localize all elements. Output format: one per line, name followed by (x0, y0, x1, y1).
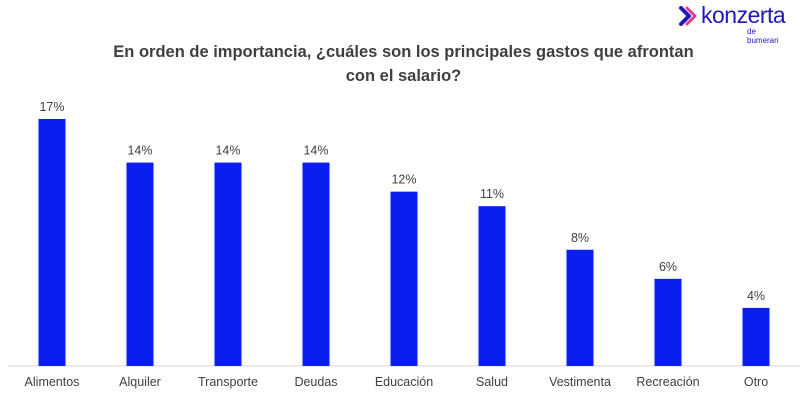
x-tick-label-3: Deudas (294, 375, 337, 389)
x-tick-label-1: Alquiler (119, 375, 161, 389)
data-label-1: 14% (127, 144, 152, 158)
bar-3 (302, 162, 330, 366)
data-label-3: 14% (303, 144, 328, 158)
bar-1 (126, 162, 154, 366)
bar-8 (742, 307, 770, 366)
bar-4 (390, 191, 418, 366)
x-tick-label-2: Transporte (198, 375, 258, 389)
x-tick-label-5: Salud (476, 375, 508, 389)
data-label-4: 12% (391, 173, 416, 187)
chart-title-line-2: con el salario? (345, 67, 462, 85)
chart-title-line-1: En orden de importancia, ¿cuáles son los… (113, 43, 694, 61)
bar-6 (566, 249, 594, 366)
logo-wordmark: konzerta (701, 2, 786, 28)
data-label-0: 17% (39, 100, 64, 114)
x-tick-label-8: Otro (744, 375, 768, 389)
x-tick-label-7: Recreación (636, 375, 699, 389)
x-tick-label-4: Educación (375, 375, 433, 389)
logo-mark-icon (679, 6, 697, 26)
data-label-2: 14% (215, 144, 240, 158)
data-label-7: 6% (659, 260, 677, 274)
chart-title: En orden de importancia, ¿cuáles son los… (0, 40, 807, 88)
x-tick-label-6: Vestimenta (549, 375, 611, 389)
data-label-8: 4% (747, 289, 765, 303)
konzerta-logo: konzerta de bumeran (677, 2, 787, 45)
bar-5 (478, 206, 506, 366)
logo-subtitle: de bumeran (747, 27, 779, 45)
bar-7 (654, 278, 682, 366)
bar-0 (38, 119, 66, 366)
x-tick-label-0: Alimentos (25, 375, 80, 389)
data-label-6: 8% (571, 231, 589, 245)
data-label-5: 11% (480, 187, 504, 201)
bar-2 (214, 162, 242, 366)
